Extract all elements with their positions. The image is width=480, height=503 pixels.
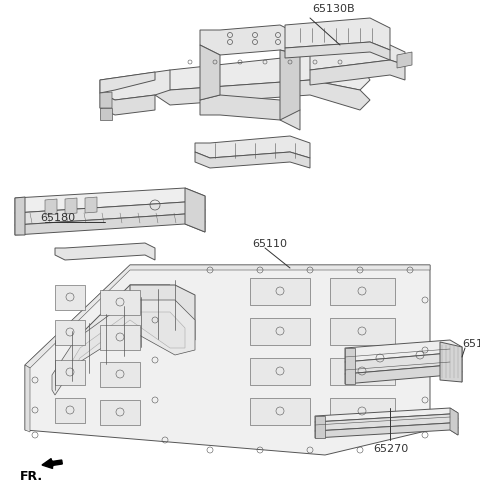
Polygon shape xyxy=(195,136,310,158)
Polygon shape xyxy=(200,95,300,130)
Text: 65270: 65270 xyxy=(373,444,408,454)
Polygon shape xyxy=(45,199,57,215)
Text: 65170: 65170 xyxy=(462,339,480,349)
Text: 65130B: 65130B xyxy=(312,4,355,14)
Polygon shape xyxy=(330,398,395,425)
Polygon shape xyxy=(155,80,370,110)
Polygon shape xyxy=(185,188,205,232)
Polygon shape xyxy=(250,278,310,305)
Polygon shape xyxy=(15,197,25,235)
Polygon shape xyxy=(345,340,462,362)
Polygon shape xyxy=(85,197,97,213)
Polygon shape xyxy=(200,45,220,100)
Polygon shape xyxy=(100,400,140,425)
Text: 65180: 65180 xyxy=(40,213,75,223)
Polygon shape xyxy=(52,300,195,395)
Polygon shape xyxy=(345,353,462,374)
Polygon shape xyxy=(330,358,395,385)
Polygon shape xyxy=(315,414,458,431)
Polygon shape xyxy=(315,423,458,438)
Text: 65110: 65110 xyxy=(252,239,287,249)
Polygon shape xyxy=(15,188,205,213)
Polygon shape xyxy=(25,365,30,432)
Polygon shape xyxy=(65,198,77,214)
Polygon shape xyxy=(130,285,195,340)
Polygon shape xyxy=(280,50,300,120)
Polygon shape xyxy=(100,325,140,350)
Polygon shape xyxy=(100,70,170,100)
Polygon shape xyxy=(450,408,458,435)
Polygon shape xyxy=(100,72,155,93)
Polygon shape xyxy=(345,348,355,384)
Polygon shape xyxy=(330,318,395,345)
Polygon shape xyxy=(345,365,462,384)
Polygon shape xyxy=(200,25,300,55)
Polygon shape xyxy=(100,290,140,315)
Polygon shape xyxy=(62,312,185,385)
Polygon shape xyxy=(55,398,85,423)
Polygon shape xyxy=(75,285,170,362)
Polygon shape xyxy=(55,320,85,345)
Polygon shape xyxy=(310,45,405,70)
Polygon shape xyxy=(250,318,310,345)
Polygon shape xyxy=(285,18,390,50)
Polygon shape xyxy=(55,360,85,385)
Polygon shape xyxy=(155,55,370,90)
Polygon shape xyxy=(250,358,310,385)
Polygon shape xyxy=(315,408,458,422)
Polygon shape xyxy=(55,243,155,260)
Polygon shape xyxy=(250,398,310,425)
Polygon shape xyxy=(100,362,140,387)
Polygon shape xyxy=(25,265,430,455)
Polygon shape xyxy=(397,52,412,68)
Polygon shape xyxy=(15,202,205,225)
Polygon shape xyxy=(285,42,390,60)
Polygon shape xyxy=(440,342,462,382)
Polygon shape xyxy=(330,278,395,305)
Polygon shape xyxy=(310,60,405,85)
Polygon shape xyxy=(55,285,85,310)
Polygon shape xyxy=(315,416,325,438)
Polygon shape xyxy=(25,265,430,368)
Polygon shape xyxy=(100,92,112,108)
Text: FR.: FR. xyxy=(20,469,43,482)
Polygon shape xyxy=(195,152,310,168)
Polygon shape xyxy=(15,214,205,235)
Polygon shape xyxy=(100,93,155,115)
FancyArrow shape xyxy=(42,459,62,468)
Polygon shape xyxy=(100,108,112,120)
